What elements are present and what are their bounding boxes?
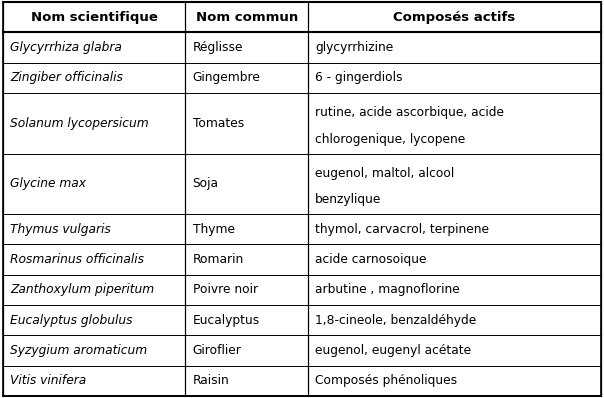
Text: Gingembre: Gingembre — [193, 71, 260, 84]
Text: arbutine , magnoflorine: arbutine , magnoflorine — [315, 283, 460, 297]
Text: Composés phénoliques: Composés phénoliques — [315, 375, 457, 387]
Text: Composés actifs: Composés actifs — [393, 11, 516, 23]
Text: Tomates: Tomates — [193, 117, 244, 130]
Text: 6 - gingerdiols: 6 - gingerdiols — [315, 71, 403, 84]
Text: acide carnosoique: acide carnosoique — [315, 253, 427, 266]
Text: Nom scientifique: Nom scientifique — [31, 11, 158, 23]
Text: Zingiber officinalis: Zingiber officinalis — [10, 71, 123, 84]
Text: Zanthoxylum piperitum: Zanthoxylum piperitum — [10, 283, 155, 297]
Text: rutine, acide ascorbique, acide: rutine, acide ascorbique, acide — [315, 106, 504, 119]
Text: Eucalyptus globulus: Eucalyptus globulus — [10, 314, 133, 327]
Text: Nom commun: Nom commun — [196, 11, 298, 23]
Text: Réglisse: Réglisse — [193, 41, 243, 54]
Text: Romarin: Romarin — [193, 253, 244, 266]
Text: eugenol, eugenyl acétate: eugenol, eugenyl acétate — [315, 344, 471, 357]
Text: Rosmarinus officinalis: Rosmarinus officinalis — [10, 253, 144, 266]
Text: Glycine max: Glycine max — [10, 178, 86, 190]
Text: eugenol, maltol, alcool: eugenol, maltol, alcool — [315, 167, 454, 180]
Text: Soja: Soja — [193, 178, 219, 190]
Text: chlorogenique, lycopene: chlorogenique, lycopene — [315, 133, 466, 146]
Text: Vitis vinifera: Vitis vinifera — [10, 375, 86, 387]
Text: benzylique: benzylique — [315, 193, 382, 206]
Text: Glycyrrhiza glabra: Glycyrrhiza glabra — [10, 41, 122, 54]
Text: thymol, carvacrol, terpinene: thymol, carvacrol, terpinene — [315, 223, 489, 236]
Text: Eucalyptus: Eucalyptus — [193, 314, 260, 327]
Text: Thyme: Thyme — [193, 223, 234, 236]
Text: Raisin: Raisin — [193, 375, 230, 387]
Text: Solanum lycopersicum: Solanum lycopersicum — [10, 117, 149, 130]
Text: Thymus vulgaris: Thymus vulgaris — [10, 223, 111, 236]
Text: Poivre noir: Poivre noir — [193, 283, 258, 297]
Text: 1,8-cineole, benzaldéhyde: 1,8-cineole, benzaldéhyde — [315, 314, 477, 327]
Text: Syzygium aromaticum: Syzygium aromaticum — [10, 344, 147, 357]
Text: glycyrrhizine: glycyrrhizine — [315, 41, 393, 54]
Text: Giroflier: Giroflier — [193, 344, 242, 357]
